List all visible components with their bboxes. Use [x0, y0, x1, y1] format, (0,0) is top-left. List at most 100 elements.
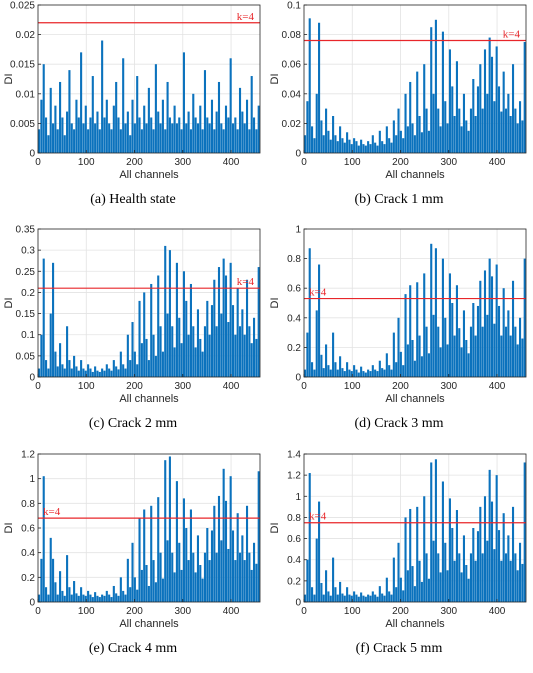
bar [509, 560, 512, 602]
bar [241, 309, 244, 377]
x-tick-label: 300 [440, 381, 457, 392]
bar [178, 317, 181, 377]
bar [126, 558, 129, 602]
bar [185, 300, 188, 377]
threshold-label: k=4 [309, 511, 327, 523]
bar [203, 326, 207, 377]
bar [392, 332, 395, 377]
bar [441, 481, 444, 602]
bar [52, 558, 55, 602]
bar [175, 123, 178, 153]
chart-svg: k=4 0 0.05 0.1 0.15 0.2 0.25 0.3 0.35 0 100 200 300 4… [3, 225, 261, 405]
chart-panel-4: k=4 0 0.2 0.4 0.6 0.8 1 1.2 0 100 200 300 400 All cha… [0, 449, 266, 673]
bar [129, 135, 132, 153]
bar [367, 594, 370, 602]
bar [460, 347, 463, 377]
bar [77, 370, 80, 377]
bar [143, 509, 146, 602]
bar [159, 123, 162, 153]
bar [462, 93, 466, 153]
bar [210, 99, 214, 153]
bar [49, 313, 52, 377]
bar [38, 368, 41, 377]
bar [101, 40, 104, 153]
bar [40, 334, 43, 377]
bar [185, 123, 188, 153]
y-axis-label: DI [269, 523, 281, 534]
bar [341, 593, 344, 602]
bar [315, 538, 318, 602]
bar [378, 360, 381, 377]
bar [238, 552, 242, 602]
bar [124, 594, 127, 602]
bar [252, 117, 256, 153]
bar [89, 117, 92, 153]
bar [495, 264, 498, 377]
y-tick-label: 0 [29, 598, 35, 609]
x-tick-label: 0 [301, 381, 307, 392]
bar [511, 506, 515, 602]
bar [70, 123, 73, 153]
bar [168, 250, 171, 377]
bar [458, 328, 461, 377]
bar [45, 587, 48, 602]
bar [369, 371, 372, 377]
bar [59, 571, 62, 602]
bar [453, 116, 456, 153]
x-axis-label: All channels [385, 169, 445, 181]
x-axis-label: All channels [119, 618, 179, 630]
bar [318, 501, 321, 602]
panel-caption: (c) Crack 2 mm [88, 416, 178, 431]
bar [145, 338, 148, 377]
bar [441, 258, 444, 377]
bar [75, 593, 78, 602]
bar [98, 129, 101, 153]
bar [70, 368, 73, 377]
bar [432, 540, 435, 602]
bar [91, 597, 94, 602]
bar [409, 81, 412, 153]
bar [203, 70, 207, 153]
axes-box [37, 228, 261, 378]
bar [255, 563, 258, 602]
bar [392, 557, 395, 602]
bar [175, 481, 178, 602]
bar [516, 570, 519, 602]
bar [462, 535, 466, 602]
y-tick-label: 0.1 [21, 330, 35, 341]
bar [444, 542, 447, 602]
y-tick-label: 0.4 [287, 555, 301, 566]
x-tick-label: 400 [223, 381, 240, 392]
bar [252, 317, 256, 377]
bar [334, 587, 337, 602]
bar [180, 129, 183, 153]
bar [353, 138, 356, 153]
bar [362, 595, 365, 602]
bar [122, 590, 125, 602]
y-tick-label: 1 [295, 492, 301, 503]
bar [455, 61, 458, 153]
bar [68, 70, 71, 153]
bar [376, 371, 379, 377]
bar [425, 108, 428, 153]
bar [66, 111, 69, 153]
bar [339, 581, 342, 602]
bar [59, 343, 62, 377]
bar [357, 596, 360, 602]
bar [355, 594, 358, 602]
bar [418, 560, 421, 602]
bar [117, 369, 120, 377]
bar [168, 117, 171, 153]
bar [164, 460, 167, 602]
bar [325, 344, 328, 377]
bar [94, 366, 97, 377]
y-tick-label: 0.6 [21, 524, 35, 535]
bar [224, 275, 228, 377]
chart-svg: k=4 0 0.2 0.4 0.6 0.8 1 0 100 200 300 400 All channe… [269, 225, 527, 405]
bar [483, 496, 487, 602]
bar [385, 353, 388, 377]
x-tick-label: 100 [78, 381, 95, 392]
bar [458, 108, 461, 153]
bar [52, 262, 55, 377]
